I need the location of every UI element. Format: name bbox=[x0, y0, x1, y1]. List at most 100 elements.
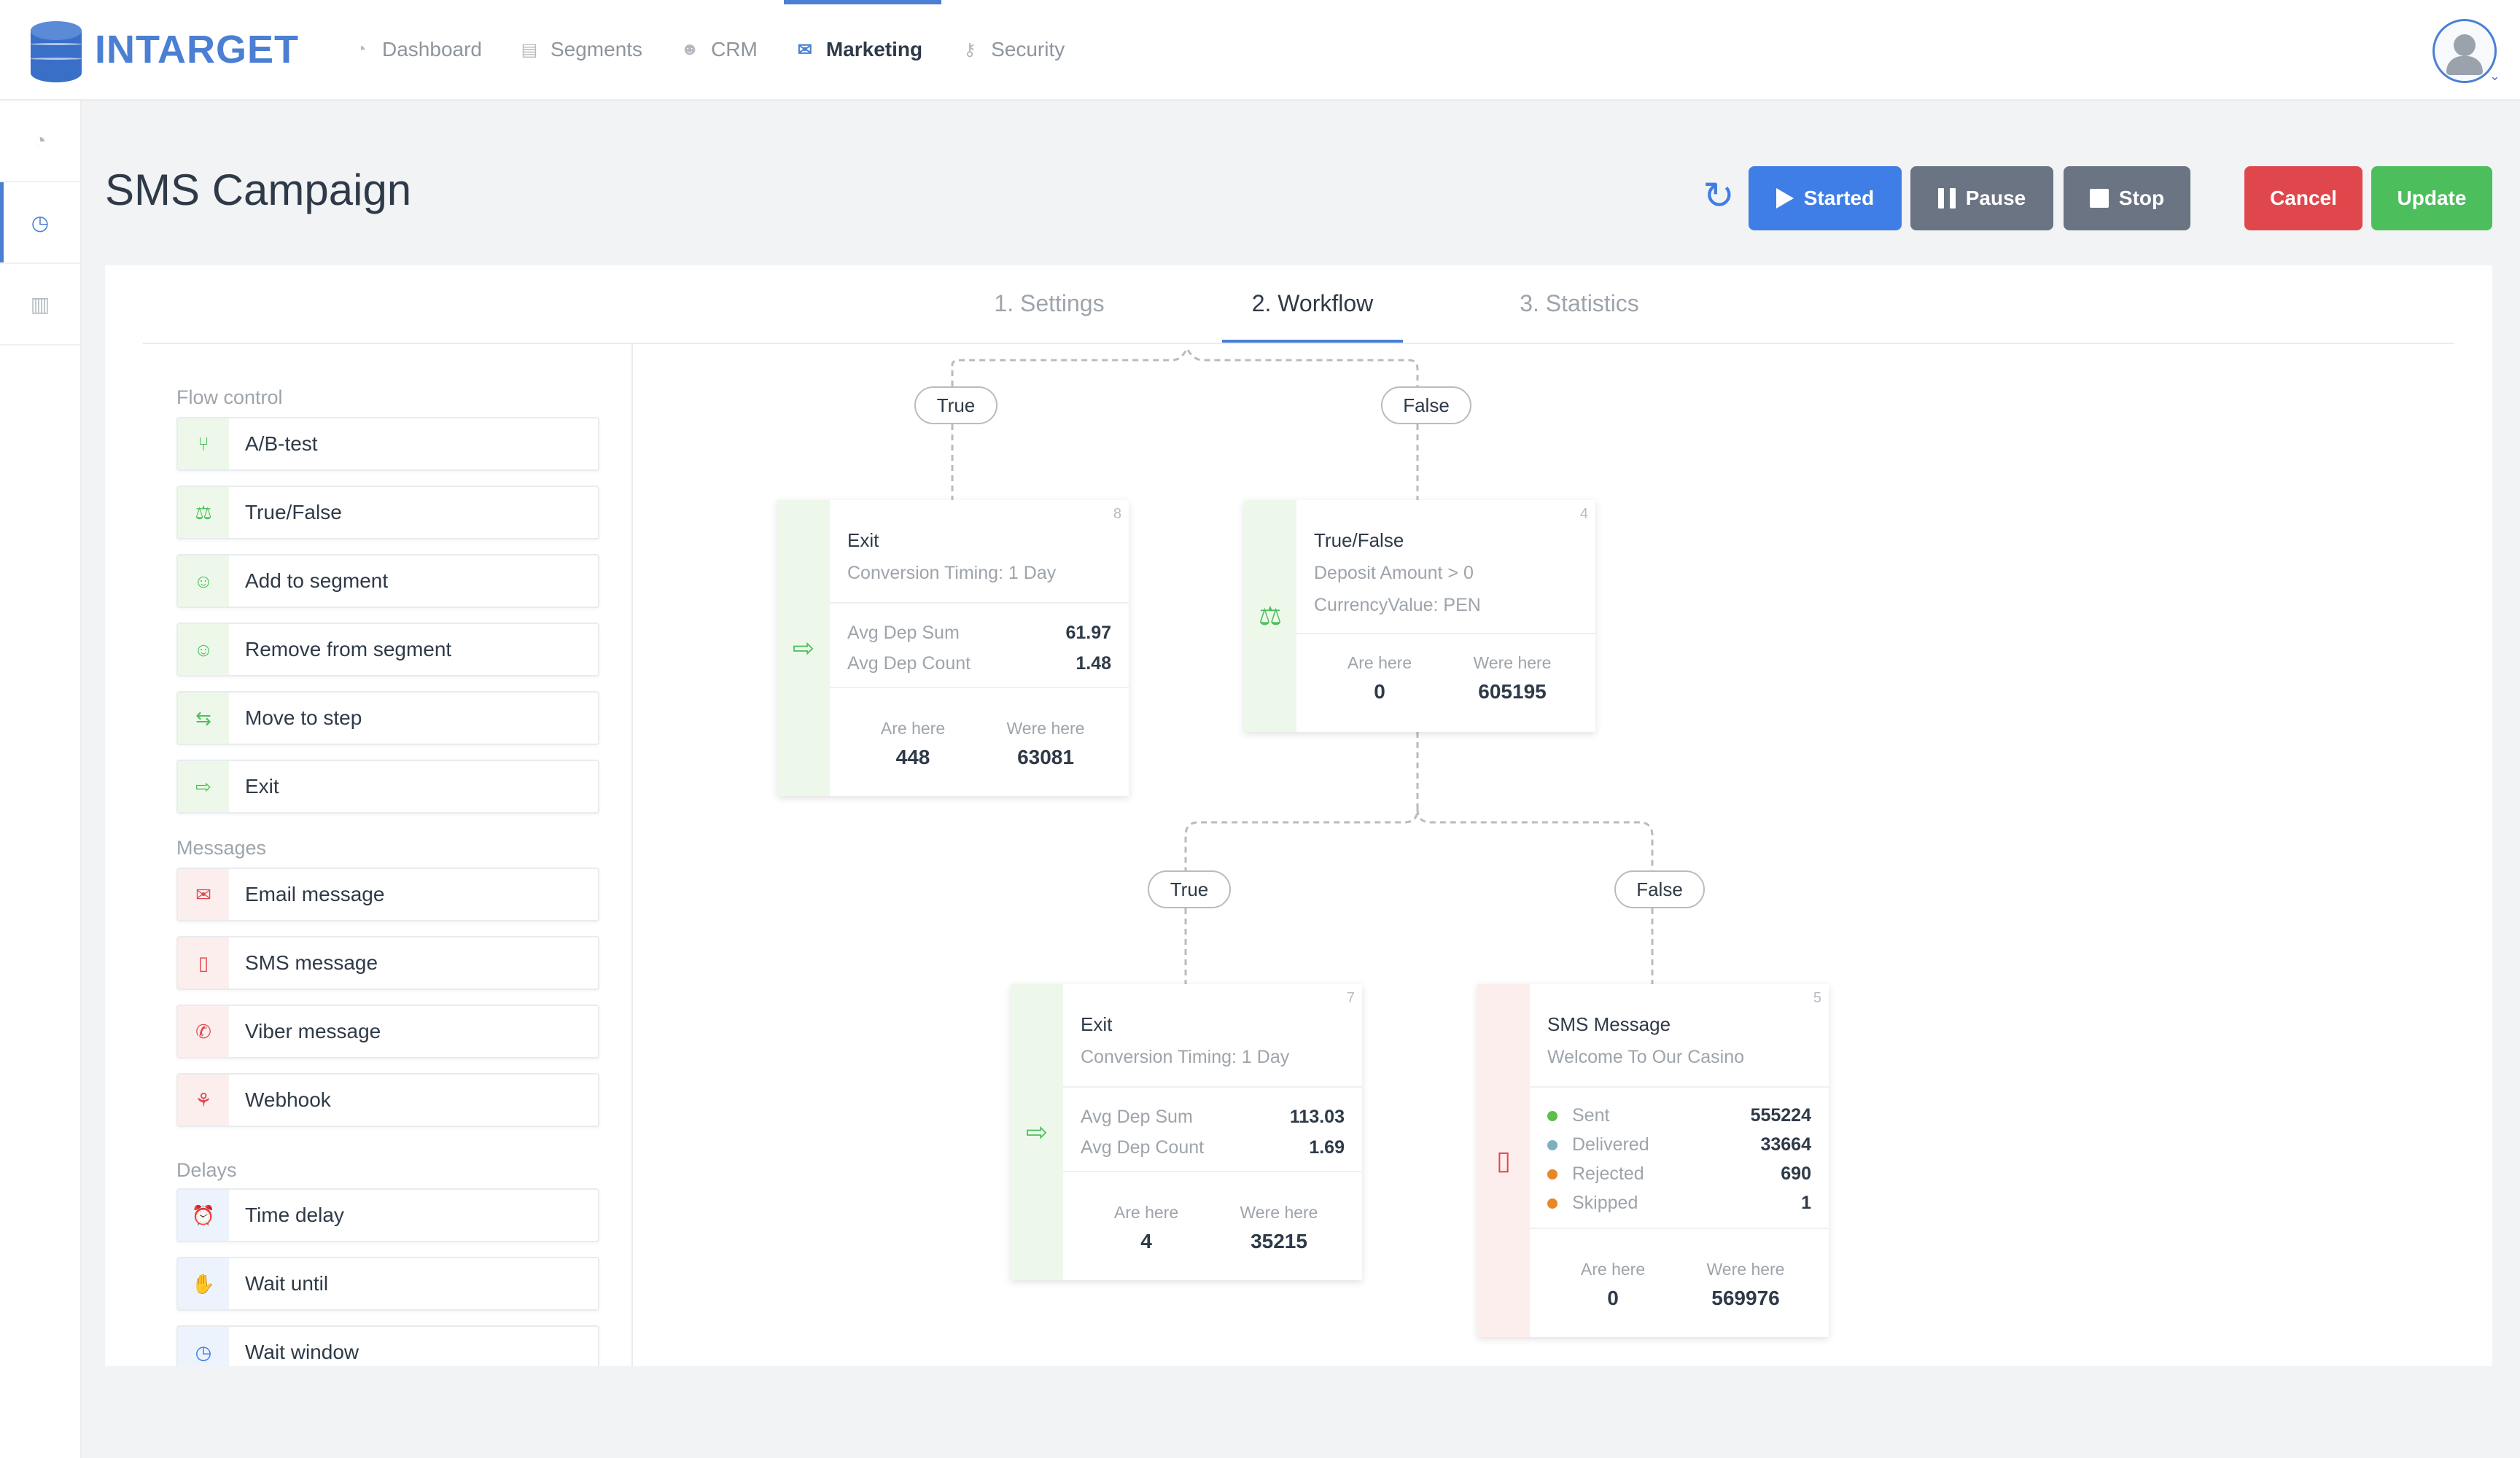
node-title: True/False bbox=[1314, 529, 1404, 551]
component-palette: Flow control ⑂ A/B-test ⚖ True/False ☺ A… bbox=[143, 344, 633, 1366]
palette-label: Wait until bbox=[245, 1272, 329, 1295]
node-condition: Deposit Amount > 0 bbox=[1314, 563, 1474, 583]
palette-wait-until[interactable]: ✋ Wait until bbox=[176, 1257, 599, 1311]
side-rail: ◔ ◷ ▥ bbox=[0, 101, 82, 1458]
logo[interactable]: INTARGET bbox=[31, 20, 299, 82]
stat-row-rejected: Rejected 690 bbox=[1547, 1163, 1811, 1185]
palette-time-delay[interactable]: ⏰ Time delay bbox=[176, 1188, 599, 1242]
main-nav: ◔ Dashboard ▤ Segments ☻ CRM ✉ Marketing… bbox=[332, 0, 1084, 99]
brand-name: INTARGET bbox=[95, 28, 299, 71]
node-subtitle: Conversion Timing: 1 Day bbox=[847, 563, 1057, 583]
pause-button[interactable]: Pause bbox=[1910, 166, 2053, 230]
refresh-icon[interactable]: ↻ bbox=[1703, 175, 1735, 217]
branch-false-label[interactable]: False bbox=[1614, 870, 1705, 908]
pie-chart-icon: ◔ bbox=[355, 39, 367, 59]
alarm-clock-icon: ⏰ bbox=[178, 1190, 229, 1241]
tab-bar: 1. Settings 2. Workflow 3. Statistics bbox=[105, 265, 2492, 344]
workflow-node-true-false[interactable]: ⚖ 4 True/False Deposit Amount > 0 Curren… bbox=[1244, 500, 1595, 732]
user-avatar[interactable]: ⌄ bbox=[2432, 19, 2500, 83]
workflow-node-exit[interactable]: ⇨ 8 Exit Conversion Timing: 1 Day Avg De… bbox=[777, 500, 1129, 796]
palette-webhook[interactable]: ⚘ Webhook bbox=[176, 1073, 599, 1127]
clock-icon: ◷ bbox=[31, 211, 50, 234]
palette-label: SMS message bbox=[245, 951, 378, 974]
nav-security[interactable]: ⚷ Security bbox=[941, 0, 1084, 99]
palette-email-message[interactable]: ✉ Email message bbox=[176, 868, 599, 921]
rail-item-campaigns[interactable]: ◷ bbox=[0, 182, 80, 264]
node-subtitle: Conversion Timing: 1 Day bbox=[1081, 1047, 1290, 1067]
nav-crm[interactable]: ☻ CRM bbox=[661, 0, 777, 99]
document-icon: ▤ bbox=[521, 39, 538, 60]
workflow-node-sms-message[interactable]: ▯ 5 SMS Message Welcome To Our Casino Se… bbox=[1477, 984, 1829, 1337]
avg-dep-sum-row: Avg Dep Sum 61.97 bbox=[847, 623, 1111, 643]
palette-exit[interactable]: ⇨ Exit bbox=[176, 760, 599, 814]
key-icon: ⚷ bbox=[963, 39, 976, 60]
nav-label: Marketing bbox=[825, 38, 923, 61]
workflow-node-exit[interactable]: ⇨ 7 Exit Conversion Timing: 1 Day Avg De… bbox=[1011, 984, 1362, 1280]
palette-label: Time delay bbox=[245, 1204, 344, 1226]
tab-settings[interactable]: 1. Settings bbox=[994, 290, 1105, 316]
swap-arrows-icon: ⇆ bbox=[178, 693, 229, 744]
report-icon: ▥ bbox=[30, 292, 50, 316]
campaign-card: 1. Settings 2. Workflow 3. Statistics Fl… bbox=[105, 265, 2492, 1366]
rail-item-reports[interactable]: ▥ bbox=[0, 264, 80, 346]
were-here-stat: Were here 35215 bbox=[1240, 1203, 1318, 1252]
node-title: SMS Message bbox=[1547, 1013, 1671, 1035]
split-icon: ⑂ bbox=[178, 418, 229, 469]
nav-dashboard[interactable]: ◔ Dashboard bbox=[332, 0, 501, 99]
palette-add-to-segment[interactable]: ☺ Add to segment bbox=[176, 554, 599, 608]
clock-icon: ◷ bbox=[178, 1327, 229, 1366]
pause-icon bbox=[1937, 188, 1956, 208]
were-here-stat: Were here 569976 bbox=[1706, 1260, 1785, 1309]
status-dot bbox=[1547, 1111, 1558, 1122]
rail-item-dashboard[interactable]: ◔ bbox=[0, 101, 80, 182]
stat-row-sent: Sent 555224 bbox=[1547, 1105, 1811, 1126]
user-icon bbox=[2454, 34, 2476, 56]
nav-segments[interactable]: ▤ Segments bbox=[501, 0, 661, 99]
tab-workflow[interactable]: 2. Workflow bbox=[1222, 290, 1403, 344]
pie-chart-icon: ◔ bbox=[34, 129, 47, 152]
palette-label: Exit bbox=[245, 775, 279, 798]
palette-label: Email message bbox=[245, 883, 385, 905]
palette-ab-test[interactable]: ⑂ A/B-test bbox=[176, 417, 599, 471]
stop-button[interactable]: Stop bbox=[2064, 166, 2190, 230]
node-id: 8 bbox=[1113, 506, 1121, 522]
update-button[interactable]: Update bbox=[2371, 166, 2492, 230]
palette-wait-window[interactable]: ◷ Wait window bbox=[176, 1325, 599, 1366]
chevron-down-icon: ⌄ bbox=[2489, 69, 2500, 83]
branch-false-label[interactable]: False bbox=[1381, 386, 1471, 424]
node-title: Exit bbox=[1081, 1013, 1113, 1035]
palette-label: Add to segment bbox=[245, 569, 389, 592]
started-label: Started bbox=[1803, 187, 1875, 209]
node-id: 5 bbox=[1813, 990, 1821, 1006]
palette-label: Webhook bbox=[245, 1088, 331, 1111]
palette-sms-message[interactable]: ▯ SMS message bbox=[176, 936, 599, 990]
tab-statistics[interactable]: 3. Statistics bbox=[1520, 290, 1639, 316]
branch-true-label[interactable]: True bbox=[1148, 870, 1231, 908]
palette-label: Viber message bbox=[245, 1020, 381, 1042]
nav-label: Security bbox=[991, 38, 1065, 61]
sms-phone-icon: ▯ bbox=[178, 937, 229, 989]
envelope-icon: ✉ bbox=[178, 869, 229, 920]
started-button[interactable]: Started bbox=[1749, 166, 1902, 230]
cancel-button[interactable]: Cancel bbox=[2244, 166, 2362, 230]
page-title: SMS Campaign bbox=[105, 165, 412, 214]
play-icon bbox=[1776, 188, 1794, 208]
tab-divider bbox=[143, 343, 2454, 344]
users-icon: ☻ bbox=[680, 39, 699, 59]
palette-viber-message[interactable]: ✆ Viber message bbox=[176, 1005, 599, 1059]
exit-icon: ⇨ bbox=[777, 500, 830, 796]
nav-marketing[interactable]: ✉ Marketing bbox=[777, 0, 942, 99]
nav-label: Dashboard bbox=[382, 38, 482, 61]
branch-true-label[interactable]: True bbox=[914, 386, 998, 424]
are-here-stat: Are here 448 bbox=[880, 719, 946, 768]
palette-remove-from-segment[interactable]: ☺ Remove from segment bbox=[176, 623, 599, 677]
palette-move-to-step[interactable]: ⇆ Move to step bbox=[176, 691, 599, 745]
envelope-icon: ✉ bbox=[797, 39, 812, 60]
were-here-stat: Were here 605195 bbox=[1473, 653, 1552, 703]
stop-icon bbox=[2089, 189, 2109, 208]
are-here-stat: Are here 0 bbox=[1580, 1260, 1646, 1309]
palette-label: True/False bbox=[245, 501, 342, 523]
palette-label: Wait window bbox=[245, 1341, 359, 1363]
palette-true-false[interactable]: ⚖ True/False bbox=[176, 486, 599, 539]
